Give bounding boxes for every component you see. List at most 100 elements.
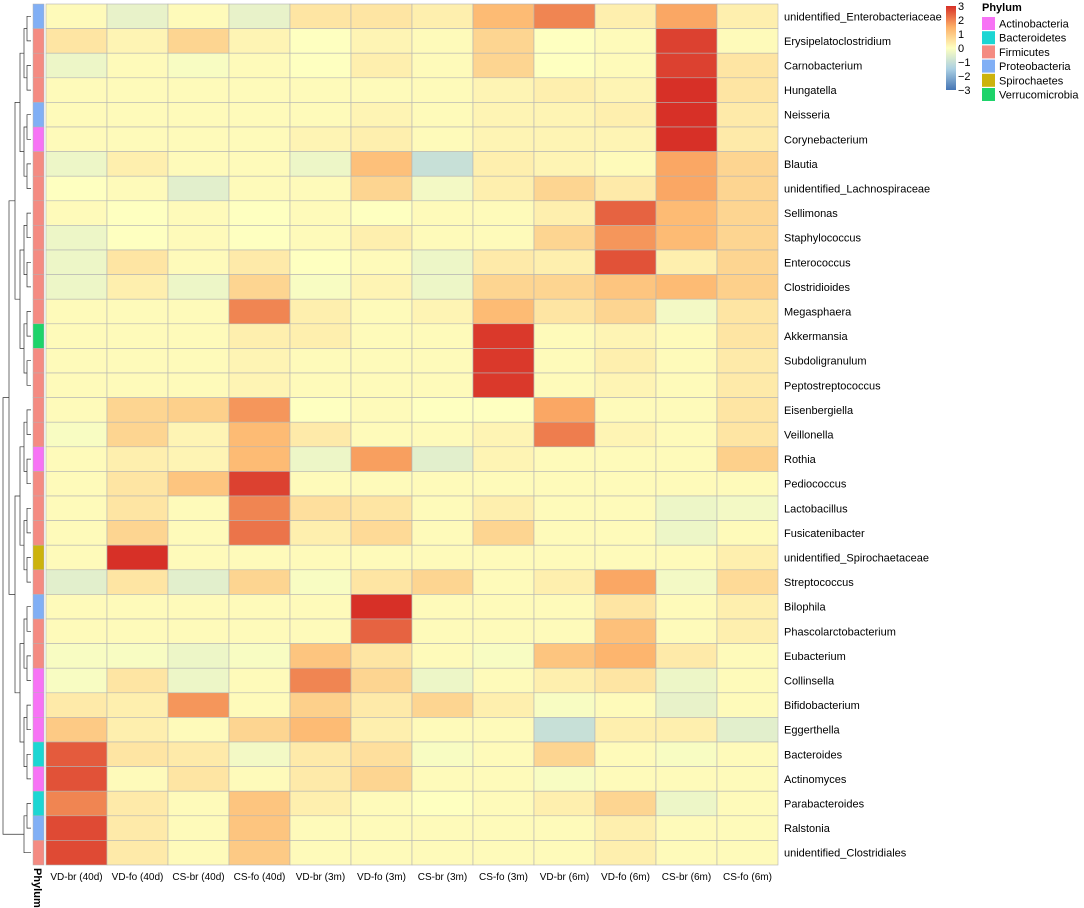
heatmap-cell <box>716 471 779 497</box>
heatmap-cell <box>594 102 657 128</box>
heatmap-cell <box>594 77 657 103</box>
row-label: Corynebacterium <box>784 134 868 146</box>
heatmap-cell <box>167 397 230 423</box>
heatmap-cell <box>167 52 230 79</box>
heatmap-cell <box>289 471 352 497</box>
row-label: Akkermansia <box>784 331 848 343</box>
heatmap-cell <box>472 667 535 694</box>
heatmap-cell <box>350 643 413 669</box>
heatmap-cell <box>45 323 108 349</box>
heatmap-cell <box>167 741 230 767</box>
phylum-annotation-cell <box>32 298 45 325</box>
heatmap-cell <box>533 298 596 325</box>
heatmap-cell <box>594 495 657 521</box>
row-label: Hungatella <box>784 85 837 97</box>
heatmap-cell <box>472 594 535 620</box>
heatmap-cell <box>350 840 413 866</box>
heatmap-cell <box>655 667 718 694</box>
phylum-annotation-cell <box>32 544 45 571</box>
heatmap-cell <box>655 397 718 423</box>
heatmap-cell <box>350 3 413 29</box>
heatmap-cell <box>289 175 352 202</box>
row-label: Actinomyces <box>784 774 847 786</box>
heatmap-cell <box>594 126 657 152</box>
heatmap-cell <box>350 348 413 374</box>
heatmap-cell <box>106 52 169 79</box>
heatmap-cell <box>167 28 230 54</box>
column-label: VD-br (6m) <box>540 872 589 883</box>
heatmap-cell <box>533 52 596 79</box>
heatmap-cell <box>533 692 596 718</box>
phylum-legend: Actinobacteria Bacteroidetes Firmicutes Pro… <box>982 17 1079 102</box>
phylum-legend-swatch <box>982 17 995 30</box>
heatmap-cell <box>533 126 596 152</box>
heatmap-cell <box>411 175 474 202</box>
heatmap-cell <box>472 618 535 644</box>
dendrogram-branch <box>23 323 27 374</box>
heatmap-cell <box>45 717 108 743</box>
heatmap-cell <box>411 274 474 300</box>
phylum-annotation-cell <box>32 643 45 669</box>
heatmap-cell <box>411 348 474 374</box>
phylum-annotation-cell <box>32 692 45 718</box>
heatmap-cell <box>533 28 596 54</box>
heatmap-cell <box>472 569 535 595</box>
heatmap-cell <box>106 274 169 300</box>
heatmap-cell <box>289 766 352 792</box>
heatmap-cell <box>106 495 169 521</box>
heatmap-cell <box>655 520 718 546</box>
heatmap-cell <box>167 544 230 571</box>
dendrogram-branch <box>8 200 15 595</box>
heatmap-cell <box>350 569 413 595</box>
heatmap-cell <box>594 323 657 349</box>
heatmap-cell <box>411 225 474 251</box>
dendrogram-branch <box>19 643 24 743</box>
heatmap-cell <box>533 323 596 349</box>
heatmap-cell <box>45 692 108 718</box>
heatmap-cell <box>472 274 535 300</box>
heatmap-cell <box>411 102 474 128</box>
heatmap-cell <box>289 495 352 521</box>
heatmap-cell <box>716 3 779 29</box>
heatmap-cell <box>594 471 657 497</box>
heatmap-cell <box>167 594 230 620</box>
heatmap-cell <box>106 151 169 177</box>
heatmap-cell <box>716 298 779 325</box>
heatmap-cell <box>45 126 108 152</box>
heatmap-cell <box>594 397 657 423</box>
row-label: Eggerthella <box>784 725 841 737</box>
heatmap-cell <box>655 28 718 54</box>
heatmap-cell <box>411 298 474 325</box>
phylum-annotation-cell <box>32 495 45 521</box>
heatmap-cell <box>594 643 657 669</box>
heatmap-cell <box>472 815 535 841</box>
color-scale-tick: −3 <box>958 85 971 97</box>
heatmap-cell <box>472 126 535 152</box>
heatmap-cell <box>228 52 291 79</box>
heatmap-cell <box>167 495 230 521</box>
heatmap-cell <box>594 421 657 448</box>
row-label: Parabacteroides <box>784 799 865 811</box>
heatmap-cell <box>472 840 535 866</box>
heatmap-cell <box>350 618 413 644</box>
color-scale-tick: 3 <box>958 1 964 13</box>
heatmap-cell <box>106 618 169 644</box>
heatmap-cell <box>533 225 596 251</box>
heatmap-cell <box>533 618 596 644</box>
heatmap-cell <box>289 741 352 767</box>
phylum-annotation-cell <box>32 594 45 620</box>
heatmap-cell <box>472 643 535 669</box>
heatmap-cell <box>228 544 291 571</box>
heatmap-cell <box>167 520 230 546</box>
heatmap-cell <box>106 28 169 54</box>
heatmap-cell <box>350 815 413 841</box>
heatmap-cell <box>533 741 596 767</box>
heatmap-cell <box>411 766 474 792</box>
heatmap-cell <box>45 569 108 595</box>
heatmap-cell <box>716 569 779 595</box>
heatmap-cell <box>655 372 718 398</box>
heatmap-cell <box>655 249 718 275</box>
heatmap-cell <box>167 225 230 251</box>
heatmap-cell <box>106 471 169 497</box>
